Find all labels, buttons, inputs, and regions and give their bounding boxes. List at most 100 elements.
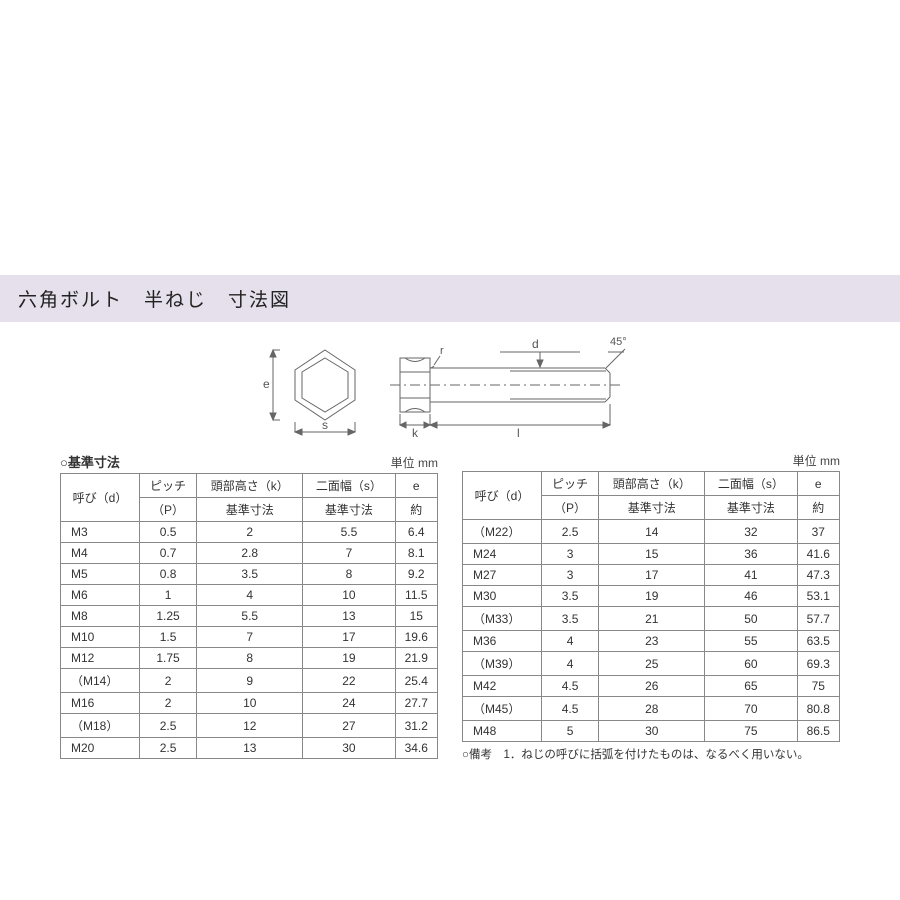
subhead-left: ○基準寸法 [60,452,120,471]
page-title: 六角ボルト 半ねじ 寸法図 [18,290,291,311]
table-cell: 3 [541,565,598,586]
table-cell: 25 [599,652,705,676]
unit-right: 単位 mm [793,452,840,469]
table-cell: 10 [197,693,303,714]
table-cell: 5.5 [197,606,303,627]
thead-left: 呼び（d） ピッチ 頭部高さ（k） 二面幅（s） e （P） 基準寸法 基準寸法… [61,474,438,522]
table-row: （M45）4.5287080.8 [463,697,840,721]
table-cell: 17 [599,565,705,586]
table-cell: 4 [197,585,303,606]
col-p-b-r: （P） [541,496,598,520]
table-cell: 2 [139,669,196,693]
table-row: M202.5133034.6 [61,738,438,759]
table-cell: 8 [303,564,395,585]
table-cell: 1.25 [139,606,196,627]
table-cell: 30 [303,738,395,759]
col-s-a: 二面幅（s） [303,474,395,498]
table-cell: 46 [705,586,797,607]
table-left-block: ○基準寸法 単位 mm 呼び（d） ピッチ 頭部高さ（k） 二面幅（s） e （… [60,452,438,759]
table-cell: M48 [463,721,542,742]
table-cell: 30 [599,721,705,742]
col-e-a-r: e [797,472,839,496]
table-cell: 15 [395,606,437,627]
table-row: M364235563.5 [463,631,840,652]
label-d: d [532,337,539,351]
subhead-row-right: 単位 mm [462,452,840,469]
col-p-b: （P） [139,498,196,522]
col-e-b-r: 約 [797,496,839,520]
table-cell: 75 [797,676,839,697]
table-cell: 6.4 [395,522,437,543]
table-cell: 1.75 [139,648,196,669]
col-p-a-r: ピッチ [541,472,598,496]
table-cell: （M14） [61,669,140,693]
table-cell: 12 [197,714,303,738]
table-cell: 86.5 [797,721,839,742]
table-cell: 13 [197,738,303,759]
table-cell: 9 [197,669,303,693]
content-region: e s [60,330,840,762]
table-cell: 0.7 [139,543,196,564]
table-cell: 55 [705,631,797,652]
table-cell: 63.5 [797,631,839,652]
table-cell: 34.6 [395,738,437,759]
table-cell: M16 [61,693,140,714]
table-cell: M8 [61,606,140,627]
label-r: r [440,345,444,357]
col-k-a: 頭部高さ（k） [197,474,303,498]
table-cell: 13 [303,606,395,627]
col-k-a-r: 頭部高さ（k） [599,472,705,496]
table-cell: 31.2 [395,714,437,738]
label-e: e [263,377,270,391]
table-cell: 2.5 [139,714,196,738]
table-cell: M27 [463,565,542,586]
table-cell: 25.4 [395,669,437,693]
table-cell: 0.5 [139,522,196,543]
col-d: 呼び（d） [61,474,140,522]
subhead-row-left: ○基準寸法 単位 mm [60,452,438,471]
table-row: M6141011.5 [61,585,438,606]
table-cell: 9.2 [395,564,437,585]
col-s-a-r: 二面幅（s） [705,472,797,496]
label-s: s [322,418,328,432]
table-row: （M18）2.5122731.2 [61,714,438,738]
table-cell: 41.6 [797,544,839,565]
table-cell: 69.3 [797,652,839,676]
unit-left: 単位 mm [391,454,438,471]
table-row: M101.571719.6 [61,627,438,648]
table-row: M162102427.7 [61,693,438,714]
table-row: M81.255.51315 [61,606,438,627]
diagram-wrap: e s [60,330,840,440]
table-cell: 75 [705,721,797,742]
title-bar: 六角ボルト 半ねじ 寸法図 [0,275,900,322]
table-cell: 26 [599,676,705,697]
table-cell: 32 [705,520,797,544]
table-cell: 21.9 [395,648,437,669]
table-cell: 8 [197,648,303,669]
label-l: l [517,426,520,440]
tbody-right: （M22）2.5143237M243153641.6M273174147.3M3… [463,520,840,742]
table-cell: 3 [541,544,598,565]
spec-table-left: 呼び（d） ピッチ 頭部高さ（k） 二面幅（s） e （P） 基準寸法 基準寸法… [60,473,438,759]
table-cell: 80.8 [797,697,839,721]
table-cell: 2 [197,522,303,543]
table-row: M40.72.878.1 [61,543,438,564]
table-cell: 10 [303,585,395,606]
table-cell: M6 [61,585,140,606]
col-p-a: ピッチ [139,474,196,498]
table-cell: 24 [303,693,395,714]
table-cell: 19.6 [395,627,437,648]
table-cell: 7 [197,627,303,648]
table-row: （M22）2.5143237 [463,520,840,544]
table-cell: 4 [541,631,598,652]
table-cell: 28 [599,697,705,721]
table-row: M424.5266575 [463,676,840,697]
table-row: （M14）292225.4 [61,669,438,693]
footnote: ○備考 1．ねじの呼びに括弧を付けたものは、なるべく用いない。 [462,746,840,762]
table-cell: （M22） [463,520,542,544]
table-row: M303.5194653.1 [463,586,840,607]
table-cell: 50 [705,607,797,631]
table-cell: （M33） [463,607,542,631]
table-row: M485307586.5 [463,721,840,742]
table-cell: 65 [705,676,797,697]
